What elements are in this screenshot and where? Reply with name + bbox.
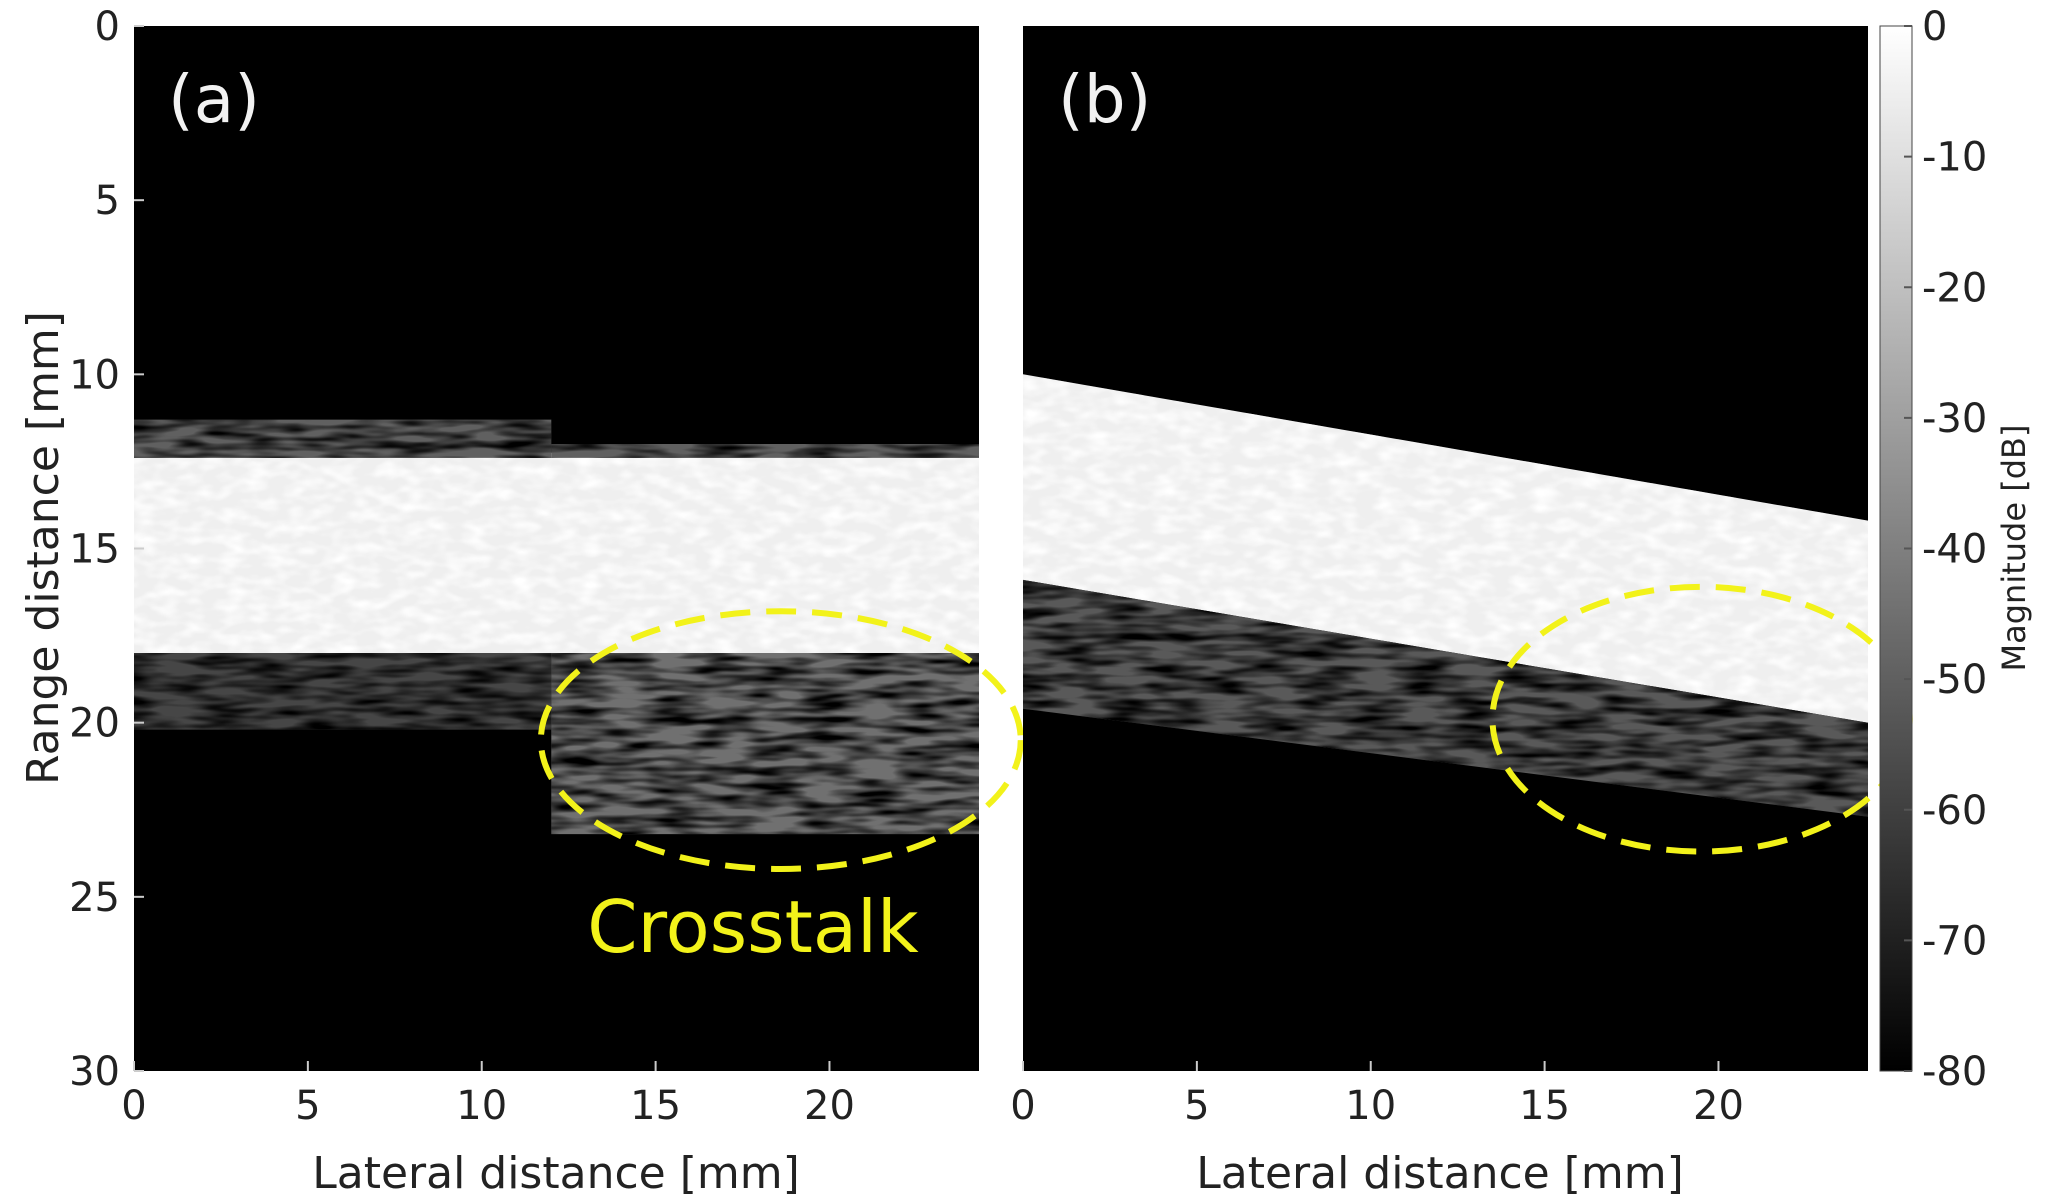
x-tick-label: 5 — [295, 1083, 320, 1129]
y-tick-label: 10 — [69, 352, 120, 398]
crosstalk-label: Crosstalk — [587, 885, 919, 969]
x-tick-label: 0 — [1010, 1083, 1035, 1129]
colorbar-tick-label: -70 — [1922, 918, 1987, 964]
colorbar-tick-label: -30 — [1922, 396, 1987, 442]
x-tick-label: 15 — [1519, 1083, 1570, 1129]
panel-label-a: (a) — [168, 61, 260, 138]
colorbar-tick-label: -80 — [1922, 1049, 1987, 1095]
x-axis-a: 0 5 10 15 20 — [121, 1061, 855, 1129]
x-axis-label-b: Lateral distance [mm] — [1196, 1148, 1684, 1199]
region-texture — [134, 653, 552, 730]
colorbar-tick-label: -50 — [1922, 657, 1987, 703]
region-texture — [551, 653, 979, 835]
x-tick-label: 10 — [1345, 1083, 1396, 1129]
colorbar-tick-label: -10 — [1922, 135, 1987, 181]
colorbar-label: Magnitude [dB] — [1995, 425, 2033, 672]
x-tick-label: 0 — [121, 1083, 146, 1129]
colorbar-tick-label: 0 — [1922, 4, 1947, 50]
image-regions-a — [134, 419, 979, 835]
region-texture — [134, 419, 552, 458]
panel-b: 0 5 10 15 20 (b) Lateral distance [mm] — [1010, 26, 1913, 1199]
y-tick-label: 30 — [69, 1049, 120, 1095]
y-tick-label: 0 — [95, 4, 120, 50]
panel-label-b: (b) — [1058, 61, 1151, 138]
region-texture — [551, 444, 979, 458]
x-tick-label: 5 — [1184, 1083, 1209, 1129]
y-axis-a: 0 5 10 15 20 25 30 — [69, 4, 144, 1095]
colorbar-ticks: 0 -10 -20 -30 -40 -50 -60 -70 -80 — [1904, 4, 1987, 1095]
panel-a: 0 5 10 15 20 0 5 10 15 20 25 30 (a) Lateral distan… — [18, 4, 1024, 1199]
x-tick-label: 20 — [804, 1083, 855, 1129]
x-axis-b: 0 5 10 15 20 — [1010, 1061, 1744, 1129]
colorbar-tick-label: -20 — [1922, 265, 1987, 311]
region-texture — [134, 447, 979, 653]
colorbar: 0 -10 -20 -30 -40 -50 -60 -70 -80 Magnitude [dB] — [1879, 4, 2033, 1095]
colorbar-tick-label: -40 — [1922, 527, 1987, 573]
region-texture — [1023, 374, 1868, 723]
x-tick-label: 15 — [630, 1083, 681, 1129]
y-tick-label: 25 — [69, 875, 120, 921]
region-texture — [1023, 579, 1868, 817]
image-regions-b — [1023, 374, 1868, 817]
crosstalk-annotation — [537, 608, 1024, 872]
y-axis-label: Range distance [mm] — [18, 311, 69, 785]
y-tick-label: 5 — [95, 178, 120, 224]
annotation-ellipse — [537, 608, 1024, 872]
x-tick-label: 10 — [456, 1083, 507, 1129]
colorbar-tick-label: -60 — [1922, 788, 1987, 834]
x-tick-label: 20 — [1693, 1083, 1744, 1129]
y-tick-label: 20 — [69, 701, 120, 747]
x-axis-label-a: Lateral distance [mm] — [312, 1148, 800, 1199]
y-tick-label: 15 — [69, 527, 120, 573]
